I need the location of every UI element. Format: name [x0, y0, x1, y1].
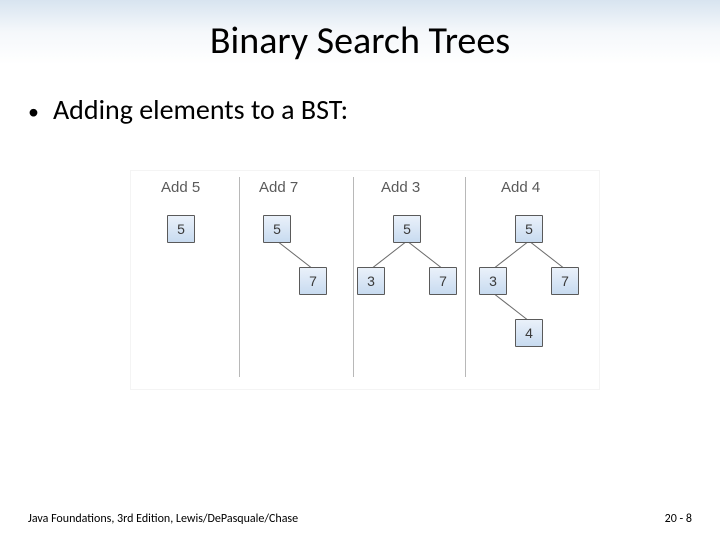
tree-edge — [493, 241, 529, 269]
bst-diagram: Add 55Add 757Add 3537Add 45374 — [130, 170, 600, 390]
tree-node: 3 — [479, 267, 507, 295]
footer-citation: Java Foundations, 3rd Edition, Lewis/DeP… — [28, 512, 298, 526]
tree-edges — [131, 171, 601, 391]
tree-node: 4 — [515, 319, 543, 347]
tree-node: 5 — [515, 215, 543, 243]
footer-page-number: 20 - 8 — [665, 512, 692, 526]
bullet-item: • Adding elements to a BST: — [28, 92, 720, 127]
tree-edge — [493, 293, 529, 321]
page-title: Binary Search Trees — [0, 0, 720, 64]
bullet-dot-icon: • — [28, 101, 39, 123]
tree-edge — [529, 241, 565, 269]
tree-node: 7 — [551, 267, 579, 295]
bullet-text: Adding elements to a BST: — [53, 92, 348, 127]
